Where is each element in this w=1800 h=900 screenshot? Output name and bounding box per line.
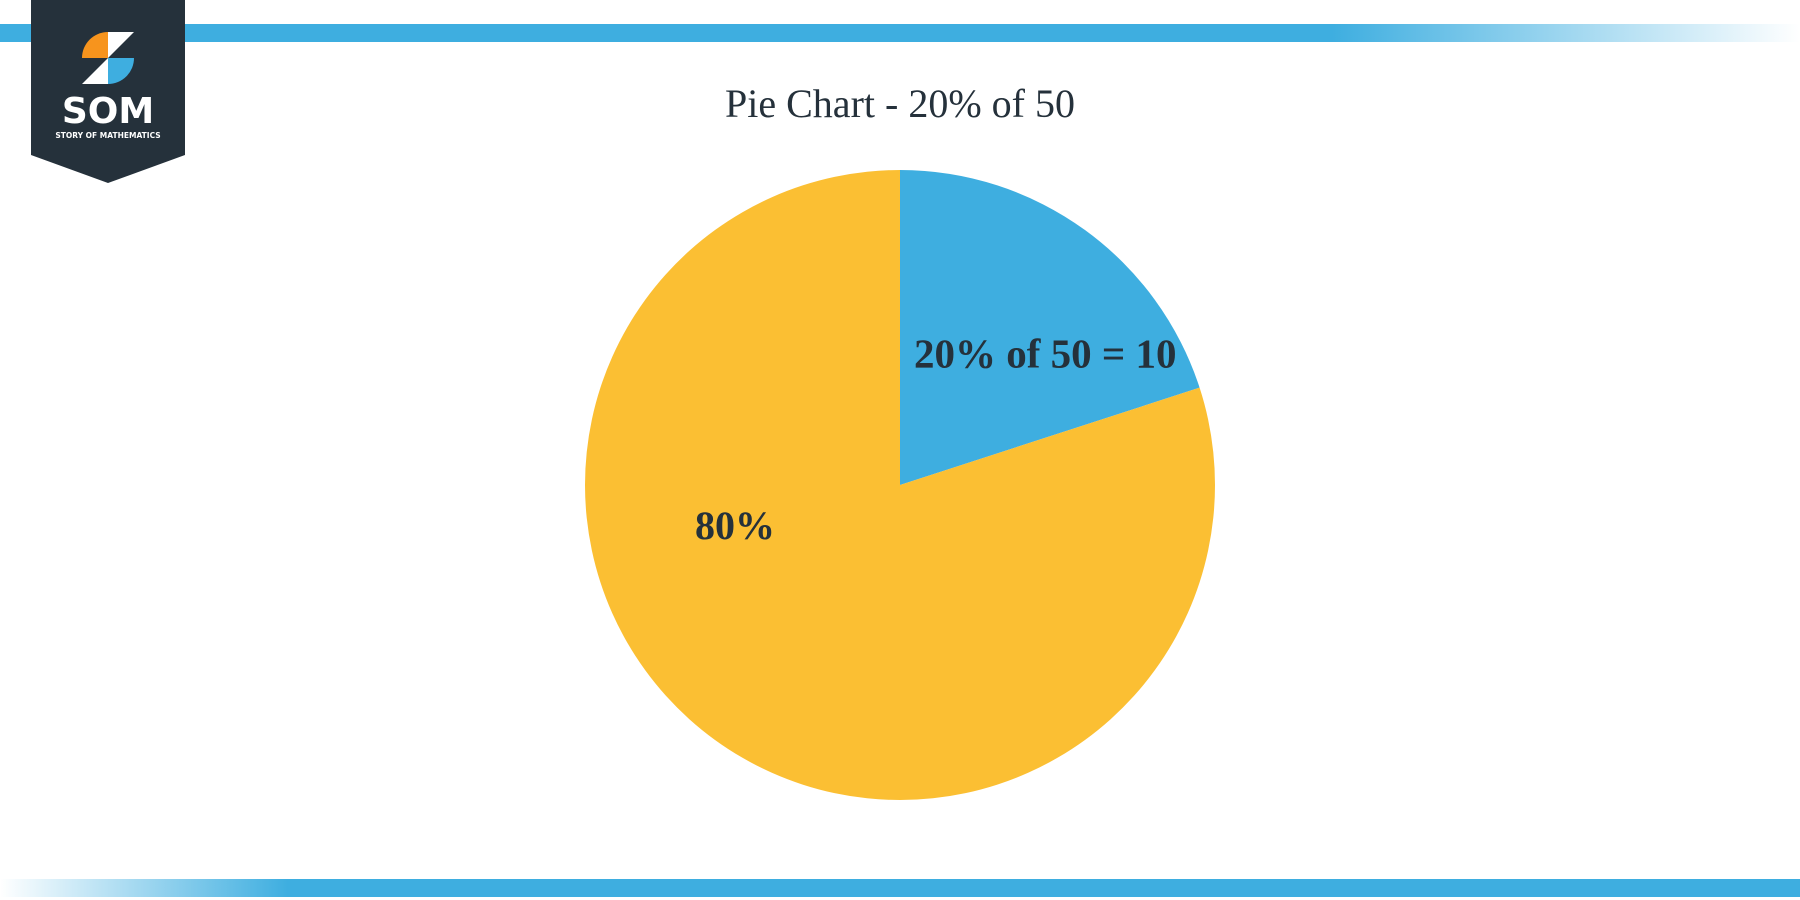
logo-triangle	[108, 32, 134, 58]
logo-triangle	[82, 58, 108, 84]
pie	[585, 170, 1215, 801]
logo-text: SOM	[62, 91, 154, 132]
chart-title: Pie Chart - 20% of 50	[725, 81, 1075, 126]
pie-slice	[900, 170, 1200, 485]
logo-quarter	[82, 32, 108, 58]
pie-slice	[585, 170, 1215, 801]
top-band	[0, 24, 1800, 42]
logo-subtitle: STORY OF MATHEMATICS	[55, 131, 160, 140]
logo-quarter	[108, 58, 134, 84]
logo-badge	[31, 0, 185, 183]
pie-labels: 20% of 50 = 10 80%	[695, 330, 1177, 548]
data-label: 80%	[695, 503, 775, 548]
data-label: 20% of 50 = 10	[914, 330, 1177, 376]
logo: SOM STORY OF MATHEMATICS	[31, 0, 185, 183]
bottom-band	[0, 879, 1800, 897]
